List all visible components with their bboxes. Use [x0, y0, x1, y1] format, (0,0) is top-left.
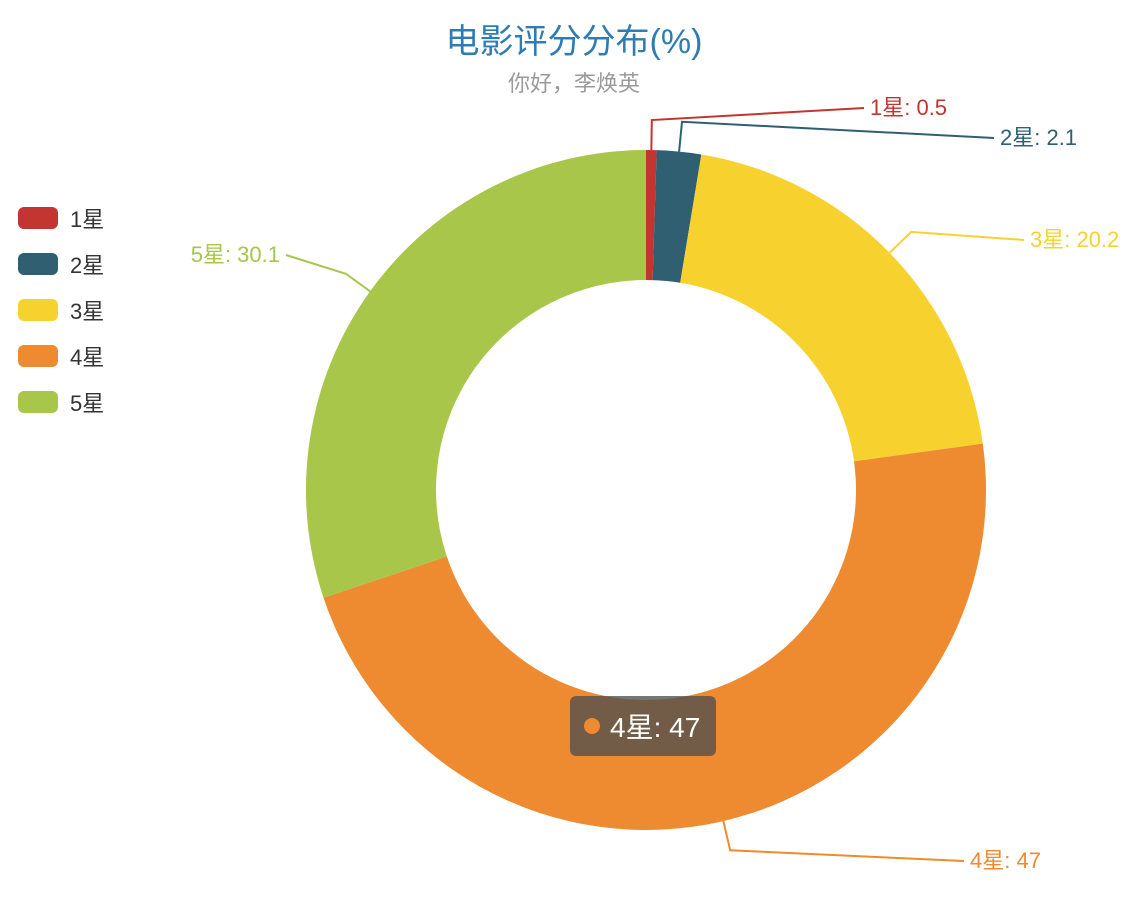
legend-swatch-icon [18, 253, 58, 275]
callout-label: 2星: 2.1 [1000, 125, 1077, 150]
legend-label: 3星 [70, 294, 104, 326]
callout-label: 1星: 0.5 [870, 95, 947, 120]
callout-line [679, 122, 994, 152]
legend-swatch-icon [18, 391, 58, 413]
legend-swatch-icon [18, 207, 58, 229]
donut-chart-svg: 1星: 0.5 2星: 2.1 3星: 20.2 4星: 47 5星: 30.1 [0, 0, 1148, 906]
legend-swatch-icon [18, 299, 58, 321]
callout-label: 4星: 47 [970, 848, 1041, 873]
callout-label: 3星: 20.2 [1030, 227, 1119, 252]
legend-label: 1星 [70, 202, 104, 234]
tooltip-text: 4星: 47 [610, 706, 700, 746]
callout-line [723, 821, 964, 861]
donut-slice[interactable] [306, 150, 646, 598]
legend-swatch-icon [18, 345, 58, 367]
legend-label: 2星 [70, 248, 104, 280]
legend: 1星 2星 3星 4星 5星 [18, 202, 104, 432]
callout-line [890, 232, 1024, 253]
legend-item[interactable]: 3星 [18, 294, 104, 326]
legend-label: 5星 [70, 386, 104, 418]
chart-container: 电影评分分布(%) 你好，李焕英 1星: 0.52星: 2.13星: 20.24… [0, 0, 1148, 906]
callout-line [286, 255, 370, 291]
tooltip-dot-icon [584, 718, 600, 734]
legend-item[interactable]: 4星 [18, 340, 104, 372]
legend-item[interactable]: 2星 [18, 248, 104, 280]
legend-item[interactable]: 1星 [18, 202, 104, 234]
callout-label: 5星: 30.1 [191, 242, 280, 267]
legend-label: 4星 [70, 340, 104, 372]
legend-item[interactable]: 5星 [18, 386, 104, 418]
tooltip: 4星: 47 [570, 696, 716, 756]
donut-slice[interactable] [680, 155, 983, 462]
